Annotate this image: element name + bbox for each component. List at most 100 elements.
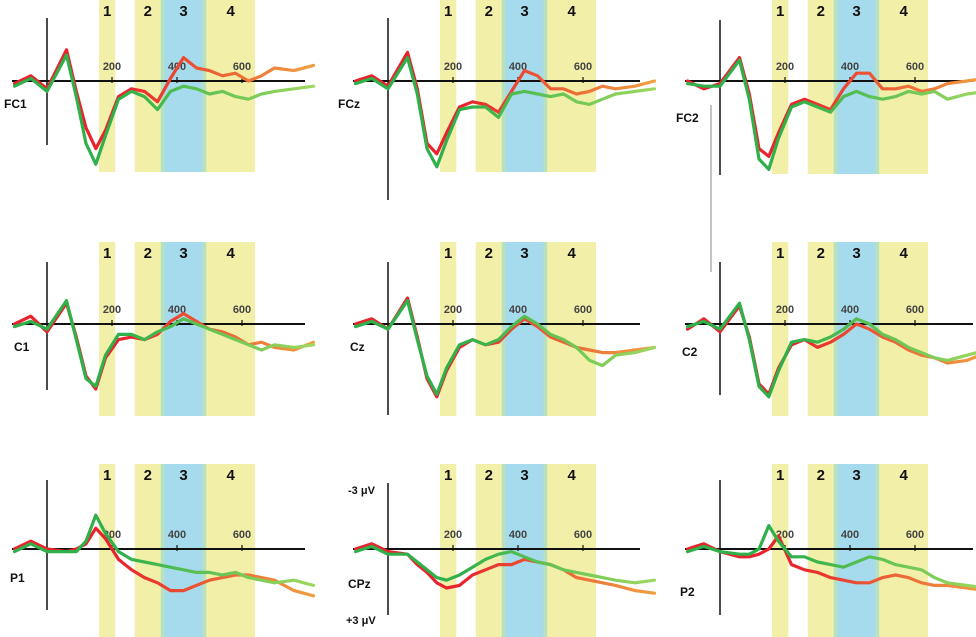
time-window-2 <box>475 464 502 637</box>
time-window-3 <box>160 464 207 637</box>
time-window-2 <box>134 242 161 416</box>
x-tick-label-200: 200 <box>444 61 462 73</box>
series-line-b <box>12 299 316 388</box>
time-window-label-3: 3 <box>179 467 187 484</box>
time-window-label-3: 3 <box>852 467 860 484</box>
scale-label-top: -3 μV <box>348 485 376 497</box>
time-window-label-2: 2 <box>817 467 825 484</box>
time-window-label-1: 1 <box>776 3 784 20</box>
time-window-label-3: 3 <box>179 3 187 20</box>
x-tick-label-200: 200 <box>444 304 462 316</box>
window-overlap-1 <box>833 242 838 416</box>
x-tick-label-600: 600 <box>233 304 251 316</box>
x-tick-label-600: 600 <box>233 529 251 541</box>
x-tick-label-600: 600 <box>574 529 592 541</box>
time-window-1 <box>99 0 116 172</box>
window-overlap-2 <box>543 464 548 637</box>
time-window-label-3: 3 <box>852 3 860 20</box>
time-window-label-3: 3 <box>520 3 528 20</box>
x-tick-label-400: 400 <box>168 529 186 541</box>
channel-label: FC1 <box>4 97 27 111</box>
time-window-label-4: 4 <box>567 467 576 484</box>
time-window-label-3: 3 <box>852 245 860 262</box>
time-window-2 <box>475 0 502 172</box>
series-line-b <box>353 544 657 585</box>
time-window-1 <box>440 464 457 637</box>
time-window-label-2: 2 <box>817 3 825 20</box>
time-window-1 <box>99 242 116 416</box>
time-window-label-2: 2 <box>144 467 152 484</box>
channel-label: CPz <box>348 577 371 591</box>
x-tick-label-600: 600 <box>906 304 924 316</box>
series-line-b <box>685 523 976 589</box>
series-line-b <box>12 513 316 588</box>
window-overlap-1 <box>833 0 838 174</box>
x-tick-label-200: 200 <box>776 61 794 73</box>
x-tick-label-200: 200 <box>103 304 121 316</box>
time-window-4 <box>879 242 928 416</box>
x-tick-label-200: 200 <box>444 529 462 541</box>
time-window-1 <box>99 464 116 637</box>
time-window-label-3: 3 <box>520 467 528 484</box>
time-window-label-1: 1 <box>103 3 111 20</box>
series-line-b <box>353 55 657 169</box>
time-window-label-1: 1 <box>776 245 784 262</box>
erp-panel-cpz: 1 2 3 4 200 400 600 CPz -3 μV +3 μV <box>346 464 657 637</box>
time-window-label-2: 2 <box>144 3 152 20</box>
time-window-2 <box>807 242 834 416</box>
series-line-b <box>685 301 976 399</box>
window-overlap-1 <box>833 464 838 637</box>
time-window-label-2: 2 <box>485 3 493 20</box>
x-tick-label-600: 600 <box>574 304 592 316</box>
time-window-3 <box>833 242 880 416</box>
window-overlap-2 <box>202 0 207 172</box>
channel-label: P1 <box>10 571 25 585</box>
time-window-label-1: 1 <box>444 467 452 484</box>
time-window-1 <box>772 0 789 174</box>
time-window-label-2: 2 <box>485 467 493 484</box>
x-tick-label-400: 400 <box>841 529 859 541</box>
series-line-b <box>12 53 316 166</box>
time-window-3 <box>501 0 548 172</box>
x-tick-label-600: 600 <box>906 529 924 541</box>
time-window-1 <box>772 242 789 416</box>
time-window-label-1: 1 <box>776 467 784 484</box>
window-overlap-1 <box>160 0 165 172</box>
erp-panel-c2: 1 2 3 4 200 400 600 C2 <box>682 242 976 416</box>
time-window-label-2: 2 <box>817 245 825 262</box>
time-window-label-1: 1 <box>444 3 452 20</box>
erp-panel-cz: 1 2 3 4 200 400 600 Cz <box>350 242 657 416</box>
x-tick-label-600: 600 <box>906 61 924 73</box>
time-window-1 <box>772 464 789 637</box>
erp-panel-fcz: 1 2 3 4 200 400 600 FCz <box>338 0 657 200</box>
channel-label: C2 <box>682 345 698 359</box>
time-window-4 <box>879 464 928 637</box>
time-window-4 <box>547 242 596 416</box>
time-window-2 <box>134 464 161 637</box>
time-window-label-4: 4 <box>899 245 908 262</box>
x-tick-label-400: 400 <box>509 61 527 73</box>
time-window-4 <box>547 464 596 637</box>
window-overlap-2 <box>875 0 880 174</box>
series-line-b <box>685 58 976 171</box>
time-window-3 <box>501 464 548 637</box>
time-window-label-2: 2 <box>485 245 493 262</box>
time-window-label-3: 3 <box>179 245 187 262</box>
window-overlap-2 <box>875 464 880 637</box>
series-line-a <box>12 526 316 598</box>
time-window-label-1: 1 <box>103 245 111 262</box>
x-tick-label-200: 200 <box>103 61 121 73</box>
time-window-label-4: 4 <box>226 467 235 484</box>
erp-panel-fc2: 1 2 3 4 200 400 600 FC2 <box>676 0 976 175</box>
time-window-2 <box>134 0 161 172</box>
x-tick-label-600: 600 <box>574 61 592 73</box>
time-window-3 <box>833 464 880 637</box>
window-overlap-2 <box>543 0 548 172</box>
channel-label: C1 <box>14 340 30 354</box>
time-window-2 <box>807 464 834 637</box>
x-tick-label-200: 200 <box>776 304 794 316</box>
time-window-1 <box>440 242 457 416</box>
time-window-4 <box>547 0 596 172</box>
